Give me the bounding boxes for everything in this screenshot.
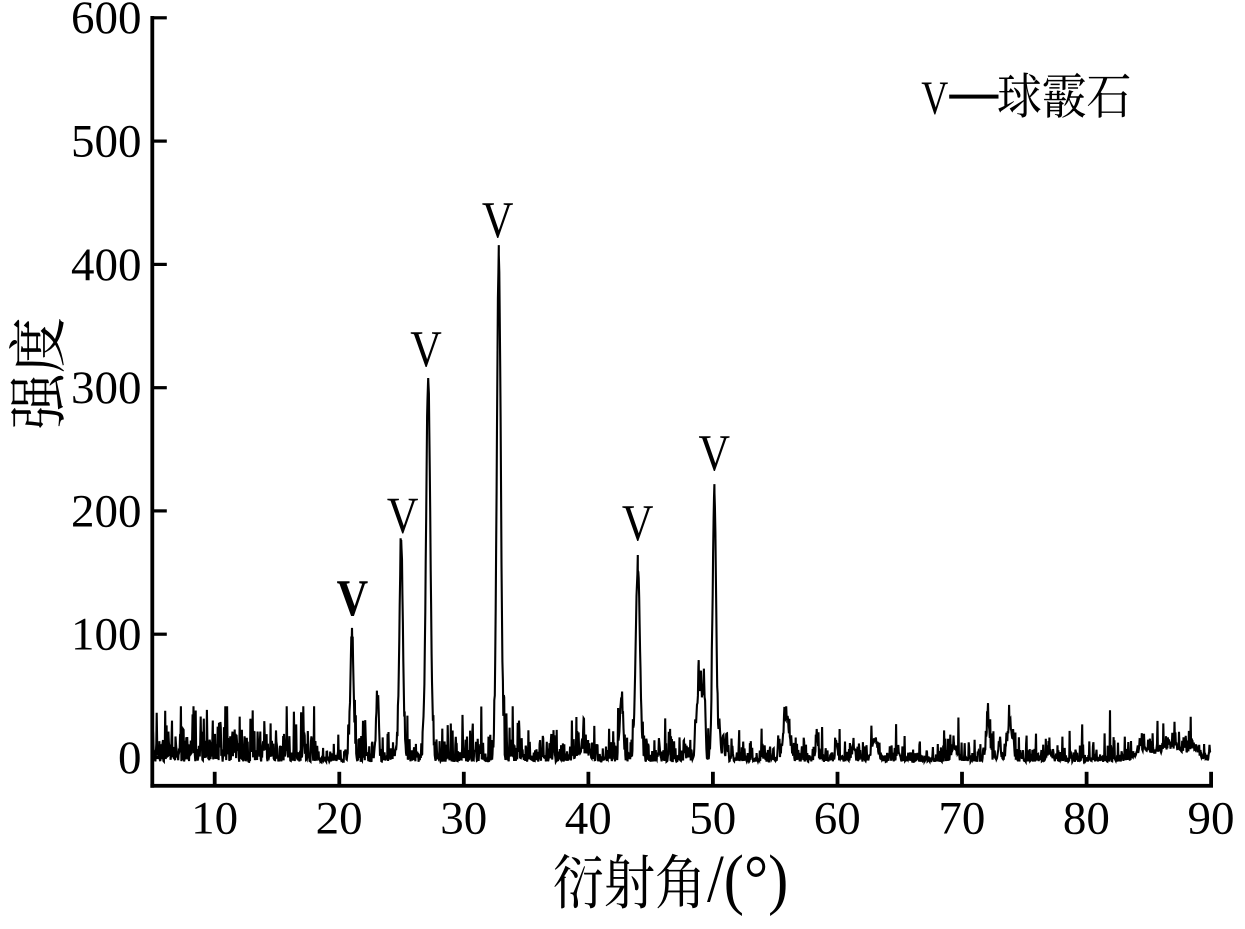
svg-text:0: 0 (118, 732, 142, 784)
svg-text:50: 50 (689, 793, 736, 845)
svg-text:40: 40 (565, 793, 612, 845)
svg-text:80: 80 (1063, 793, 1110, 845)
svg-text:V: V (410, 321, 442, 378)
svg-text:V: V (482, 191, 514, 248)
svg-text:60: 60 (814, 793, 861, 845)
svg-text:10: 10 (191, 793, 238, 845)
svg-text:V: V (337, 570, 369, 627)
svg-text:20: 20 (316, 793, 363, 845)
svg-text:V: V (622, 495, 654, 552)
svg-text:90: 90 (1188, 793, 1235, 845)
svg-text:30: 30 (440, 793, 487, 845)
svg-text:500: 500 (71, 116, 142, 168)
svg-text:300: 300 (71, 362, 142, 414)
svg-text:200: 200 (71, 485, 142, 537)
svg-text:V: V (387, 487, 419, 544)
svg-text:/(°): /(°) (707, 841, 788, 916)
svg-text:600: 600 (71, 0, 142, 44)
svg-text:70: 70 (938, 793, 985, 845)
svg-text:100: 100 (71, 609, 142, 661)
svg-text:V: V (921, 73, 948, 125)
svg-text:400: 400 (71, 239, 142, 291)
svg-text:V: V (699, 425, 731, 482)
